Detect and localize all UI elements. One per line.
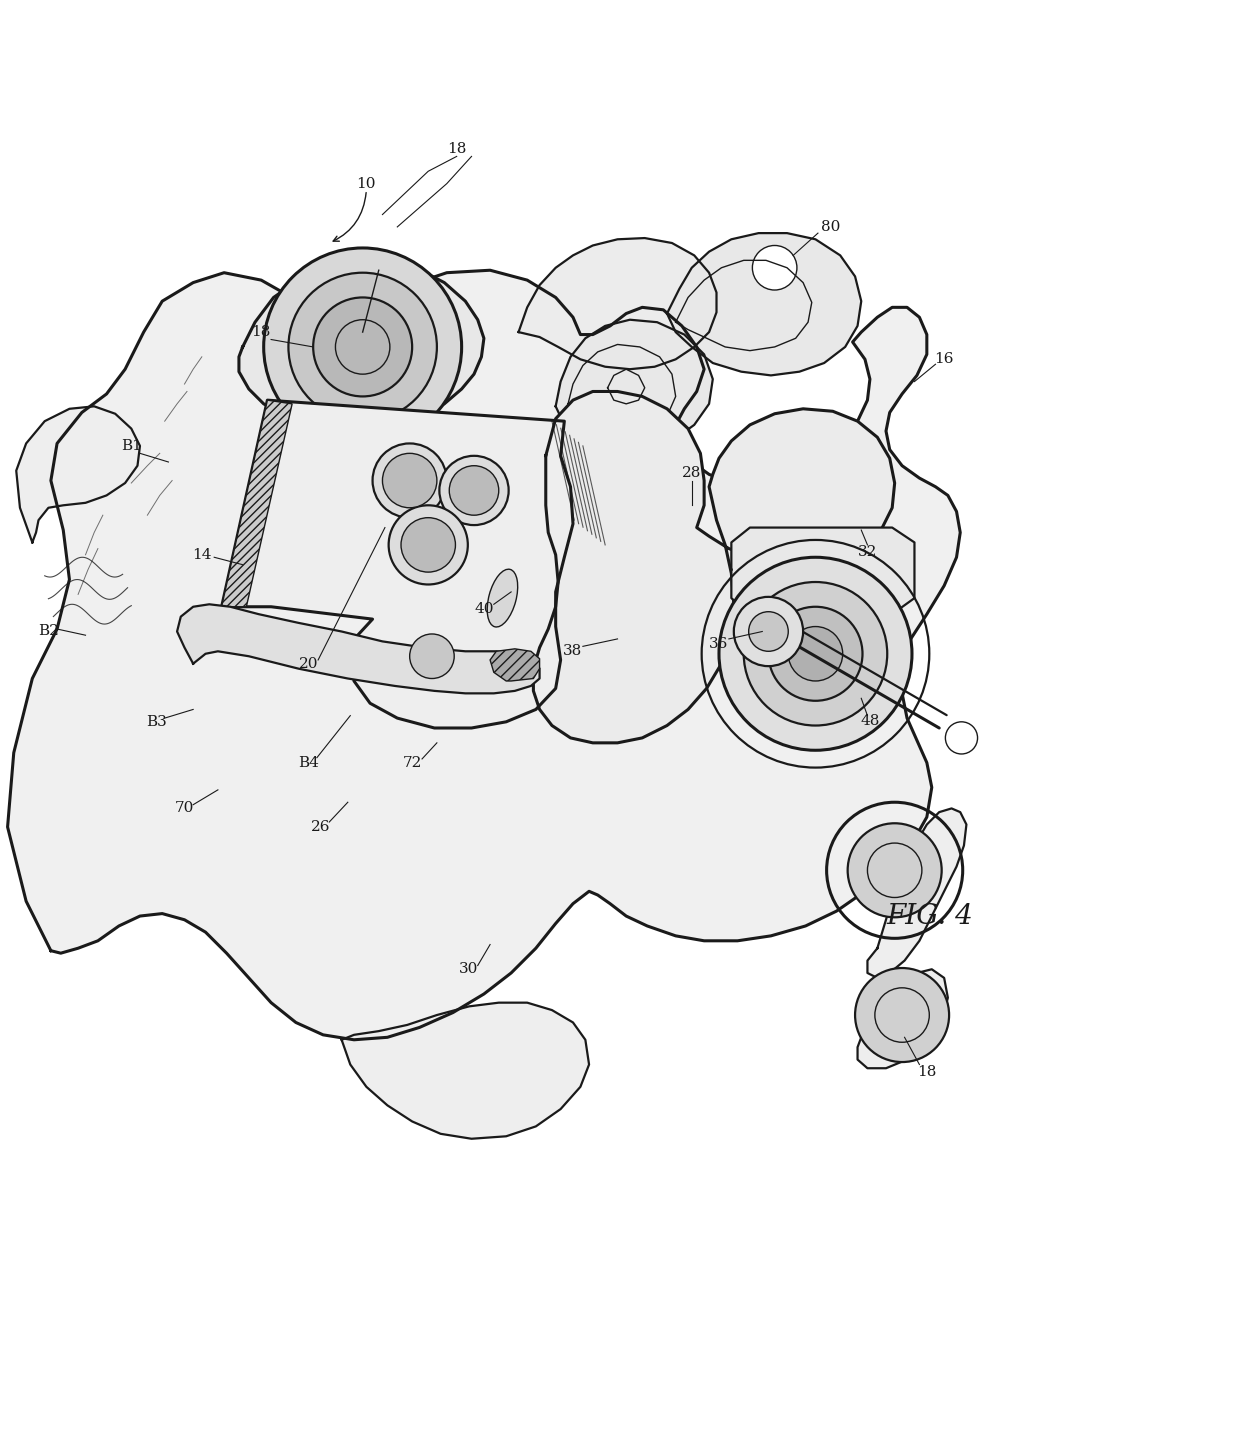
Text: 40: 40 [474, 603, 494, 616]
Circle shape [401, 518, 455, 572]
Text: 38: 38 [563, 645, 583, 658]
Circle shape [769, 607, 863, 700]
Circle shape [868, 843, 921, 897]
Text: B3: B3 [145, 715, 166, 729]
Circle shape [314, 297, 412, 396]
Text: 72: 72 [403, 756, 422, 770]
Text: 18: 18 [918, 1064, 936, 1079]
Text: B2: B2 [38, 625, 58, 639]
Text: 28: 28 [682, 466, 702, 480]
Circle shape [409, 633, 454, 678]
Text: FIG. 4: FIG. 4 [887, 903, 972, 929]
Circle shape [439, 456, 508, 526]
Polygon shape [177, 604, 539, 693]
Circle shape [382, 453, 436, 508]
Text: B4: B4 [298, 756, 319, 770]
Text: 48: 48 [861, 713, 879, 728]
Circle shape [856, 968, 949, 1061]
Circle shape [372, 444, 446, 518]
Polygon shape [16, 406, 140, 543]
Polygon shape [868, 808, 966, 978]
Text: 20: 20 [299, 657, 317, 671]
Text: B1: B1 [120, 438, 141, 453]
Circle shape [789, 626, 843, 681]
Polygon shape [732, 527, 914, 614]
Text: 18: 18 [446, 143, 466, 156]
Text: 10: 10 [357, 176, 376, 191]
Polygon shape [342, 1003, 589, 1139]
Polygon shape [7, 271, 960, 1040]
Circle shape [749, 612, 789, 651]
Polygon shape [518, 239, 717, 370]
Text: 30: 30 [459, 962, 479, 977]
Circle shape [753, 246, 797, 290]
Text: 70: 70 [175, 801, 195, 815]
Text: 32: 32 [858, 546, 877, 559]
Text: 14: 14 [192, 547, 212, 562]
Circle shape [848, 823, 941, 917]
Circle shape [449, 466, 498, 515]
Circle shape [719, 558, 911, 750]
Circle shape [264, 248, 461, 446]
Polygon shape [858, 970, 947, 1069]
Polygon shape [667, 233, 862, 376]
Text: 26: 26 [311, 820, 330, 834]
Polygon shape [222, 400, 293, 607]
Polygon shape [239, 261, 484, 431]
Polygon shape [556, 320, 713, 450]
Circle shape [388, 505, 467, 584]
Circle shape [289, 272, 436, 421]
Text: 18: 18 [252, 325, 270, 339]
Circle shape [945, 722, 977, 754]
Polygon shape [222, 400, 573, 728]
Polygon shape [490, 649, 539, 681]
Circle shape [734, 597, 804, 667]
Ellipse shape [487, 569, 517, 628]
Circle shape [744, 582, 888, 725]
Text: 80: 80 [821, 220, 839, 234]
Circle shape [875, 987, 929, 1042]
Text: 16: 16 [935, 352, 954, 367]
Polygon shape [533, 392, 895, 743]
Text: 36: 36 [709, 636, 729, 651]
